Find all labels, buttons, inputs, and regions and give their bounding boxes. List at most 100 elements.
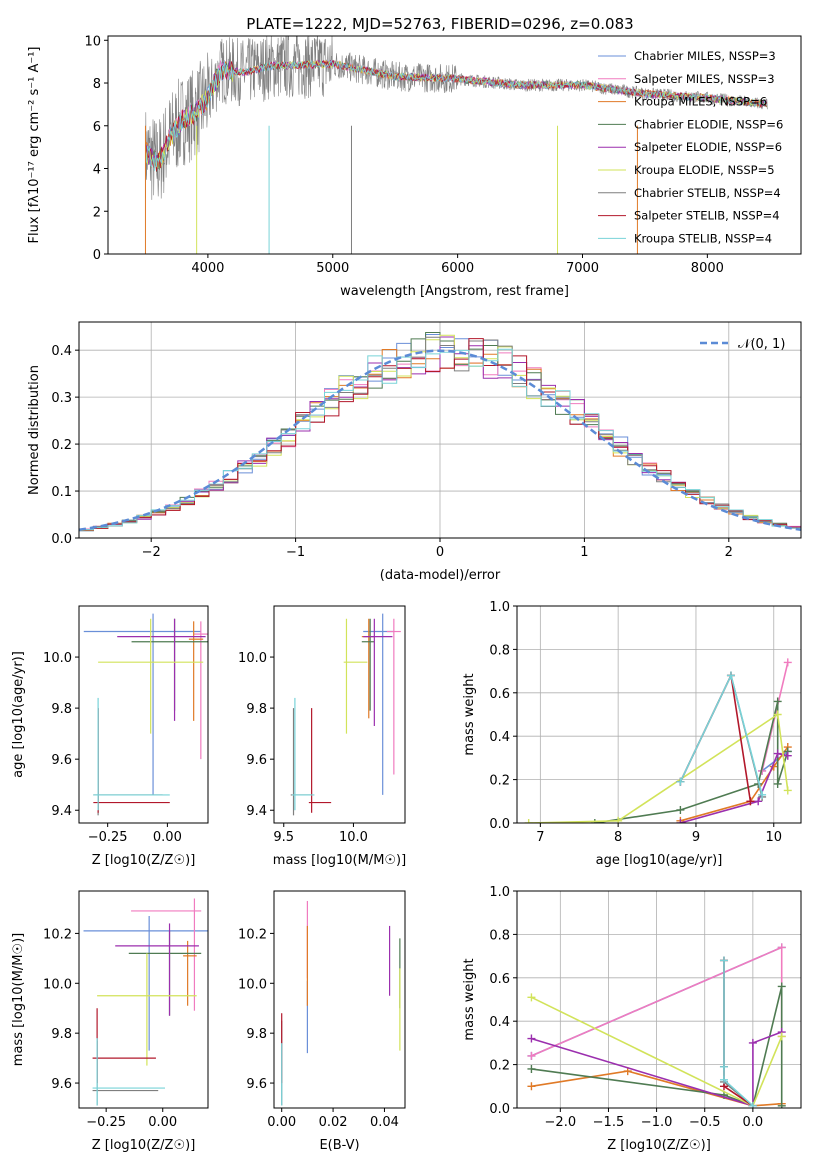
weight-marker — [773, 779, 782, 788]
x-tick-label: −0.5 — [689, 1115, 721, 1130]
weight-marker — [719, 956, 728, 965]
y-tick-label: 0 — [93, 248, 101, 263]
x-tick-label: 0 — [436, 545, 444, 560]
residuals-legend: 𝒩(0, 1) — [700, 337, 785, 352]
errorbar-point — [343, 618, 368, 734]
weight-vs-age-xlabel: age [log10(age/yr)] — [596, 853, 723, 868]
weight-marker — [746, 797, 755, 806]
age-vs-mass-xlabel: mass [log10(M/M☉)] — [273, 853, 406, 868]
weight-vs-age-panel: 7 8 9 10 0.0 0.2 0.4 0.6 0.8 1.0 age [log10(age/yr… — [462, 600, 802, 868]
weight-marker — [783, 751, 792, 760]
legend-label: Chabrier MILES, NSSP=3 — [634, 49, 776, 63]
x-tick-label: 9 — [692, 830, 700, 845]
errorbar-point — [83, 915, 208, 1051]
spectrum-model-line — [145, 59, 768, 172]
y-tick-label: 9.4 — [246, 804, 267, 819]
y-tick-label: 2 — [93, 205, 101, 220]
weight-vs-Z-frame — [516, 890, 802, 1109]
weight-vs-age-ylabel: mass weight — [462, 673, 477, 755]
errorbar-point — [92, 1038, 165, 1106]
y-tick-label: 9.8 — [246, 1027, 267, 1042]
x-tick-label: −1.0 — [641, 1115, 673, 1130]
x-tick-label: 6000 — [441, 261, 474, 276]
errorbar-point — [131, 898, 202, 1011]
weight-line — [528, 713, 789, 823]
spectrum-frame — [107, 35, 802, 255]
weight-marker — [527, 1064, 536, 1073]
x-tick-label: 10.0 — [339, 830, 368, 845]
weight-marker — [676, 777, 685, 786]
y-tick-label: 0.3 — [51, 391, 72, 406]
x-tick-label: −1 — [286, 545, 305, 560]
x-tick-label: 0.00 — [148, 1115, 177, 1130]
weight-marker — [527, 1051, 536, 1060]
weight-marker — [719, 1075, 728, 1084]
legend-label: 𝒩(0, 1) — [738, 337, 785, 352]
weight-marker — [726, 671, 735, 680]
weight-marker — [676, 805, 685, 814]
age-vs-Z-marks — [83, 613, 208, 816]
errorbar-point — [83, 613, 201, 795]
y-tick-label: 0.2 — [489, 1059, 510, 1074]
y-tick-label: 10.0 — [238, 977, 267, 992]
weight-line — [723, 960, 754, 1107]
weight-marker — [754, 797, 763, 806]
legend-label: Kroupa ELODIE, NSSP=5 — [634, 163, 775, 177]
x-tick-label: 7000 — [566, 261, 599, 276]
mass-vs-Z-ylabel: mass [log10(M/M☉)] — [11, 933, 26, 1066]
y-tick-label: 0.0 — [51, 532, 72, 547]
errorbar-point — [188, 621, 204, 721]
y-tick-label: 10.0 — [238, 651, 267, 666]
y-tick-label: 10.2 — [238, 927, 267, 942]
x-tick-label: 2 — [725, 545, 733, 560]
errorbar-point — [115, 923, 199, 1016]
y-tick-label: 10 — [84, 34, 101, 49]
residual-histogram — [79, 338, 801, 531]
y-tick-label: 0.4 — [489, 1015, 510, 1030]
y-tick-label: 8 — [93, 77, 101, 92]
y-tick-label: 1.0 — [489, 600, 510, 615]
weight-vs-age-marks — [524, 658, 792, 823]
x-tick-label: 9.5 — [273, 830, 294, 845]
x-tick-label: 4000 — [191, 261, 224, 276]
weight-marker — [783, 786, 792, 795]
y-tick-label: 0.0 — [489, 817, 510, 832]
y-tick-label: 0.4 — [51, 344, 72, 359]
x-tick-label: 1 — [580, 545, 588, 560]
weight-marker — [777, 982, 786, 991]
weight-marker — [676, 819, 685, 823]
errorbar-point — [193, 621, 208, 760]
x-tick-label: −2.0 — [545, 1115, 577, 1130]
weight-marker — [758, 790, 767, 799]
errorbar-point — [386, 618, 401, 775]
figure-title: PLATE=1222, MJD=52763, FIBERID=0296, z=0… — [246, 15, 633, 33]
weight-marker — [748, 1101, 757, 1108]
y-tick-label: 9.6 — [246, 753, 267, 768]
weight-vs-Z-marks — [527, 943, 786, 1108]
y-tick-label: 9.8 — [51, 702, 72, 717]
y-tick-label: 0.1 — [51, 485, 72, 500]
legend-label: Kroupa MILES, NSSP=6 — [634, 95, 767, 109]
mass-vs-Z-frame — [78, 890, 209, 1109]
weight-marker — [748, 1038, 757, 1047]
errorbar-point — [292, 697, 315, 811]
x-tick-label: −0.25 — [86, 1115, 126, 1130]
weight-marker — [777, 1032, 786, 1041]
errorbar-point — [183, 940, 197, 1006]
y-tick-label: 9.8 — [51, 1027, 72, 1042]
legend-label: Salpeter STELIB, NSSP=4 — [634, 209, 780, 223]
y-tick-label: 9.6 — [51, 753, 72, 768]
y-tick-label: 0.2 — [51, 438, 72, 453]
mass-vs-EBV-marks — [281, 900, 401, 1106]
errorbar-point — [361, 618, 375, 711]
y-tick-label: 9.4 — [51, 804, 72, 819]
weight-marker — [614, 816, 623, 823]
residuals-ylabel: Normed distribution — [27, 365, 42, 495]
weight-marker — [777, 943, 786, 952]
weight-marker — [590, 819, 599, 823]
age-vs-Z-frame — [78, 605, 209, 824]
errorbar-point — [117, 618, 206, 721]
y-tick-label: 10.0 — [43, 651, 72, 666]
mass-vs-Z-xlabel: Z [log10(Z/Z☉)] — [92, 1138, 196, 1153]
